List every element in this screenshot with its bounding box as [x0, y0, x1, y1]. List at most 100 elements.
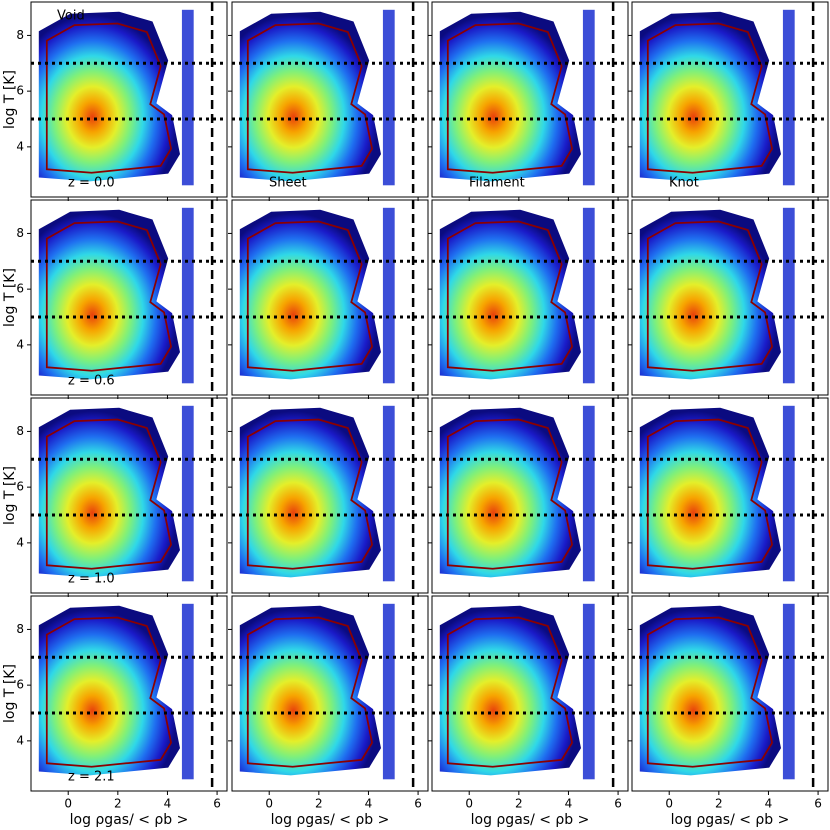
density-contour — [246, 22, 373, 174]
panel-frame — [631, 199, 829, 396]
panel — [228, 397, 429, 597]
y-tick-label: 6 — [16, 282, 24, 296]
density-map — [239, 407, 381, 578]
panel-frame — [231, 1, 429, 198]
y-tick-label: 6 — [16, 678, 24, 692]
density-contour — [45, 220, 172, 372]
panel-annotation: Sheet — [269, 176, 307, 191]
density-map — [239, 209, 381, 380]
y-tick-label: 4 — [16, 535, 24, 549]
density-stripe — [782, 603, 795, 780]
density-map — [639, 605, 781, 776]
density-contour — [446, 616, 573, 768]
y-tick-label: 8 — [16, 28, 24, 42]
density-map — [639, 11, 781, 182]
panel: 4 6 8 z = 0.6 log T [K] — [2, 199, 228, 399]
x-axis-label: log ρgas/ < ρb > — [671, 812, 790, 828]
density-stripe — [382, 405, 395, 582]
panel: Knot — [628, 1, 829, 201]
density-stripe — [382, 603, 395, 780]
density-stripe — [782, 207, 795, 384]
panel: 0 2 4 6 log ρgas/ < ρb > — [428, 595, 629, 828]
density-map — [38, 209, 180, 380]
density-stripe — [782, 405, 795, 582]
y-axis-label: log T [K] — [2, 466, 18, 525]
panel: 0 2 4 6 log ρgas/ < ρb > — [628, 595, 829, 828]
x-tick-label: 2 — [715, 797, 723, 811]
panel: 4 6 8 z = 1.0 log T [K] — [2, 397, 228, 597]
density-map — [439, 407, 581, 578]
density-stripe — [181, 9, 194, 186]
panel-annotation: z = 1.0 — [68, 572, 115, 587]
density-stripe — [382, 207, 395, 384]
panel-annotation: Knot — [669, 176, 699, 191]
density-map — [38, 407, 180, 578]
x-tick-label: 6 — [213, 797, 221, 811]
density-contour — [45, 616, 172, 768]
density-stripe — [782, 9, 795, 186]
y-axis-label: log T [K] — [2, 268, 18, 327]
panel — [628, 397, 829, 597]
panel — [228, 199, 429, 399]
panel-frame — [30, 595, 228, 792]
panel: 4 6 8 Void z = 0.0 log T [K] — [2, 1, 228, 201]
x-tick-label: 0 — [665, 797, 673, 811]
x-tick-label: 4 — [565, 797, 573, 811]
density-stripe — [582, 207, 595, 384]
x-tick-label: 4 — [164, 797, 172, 811]
panel: 0 2 4 6 4 6 8 z = 2.1 log T [K] log ρgas/ < ρb > — [2, 595, 228, 828]
y-tick-label: 6 — [16, 84, 24, 98]
panel-annotation: Filament — [469, 176, 525, 191]
panel — [428, 397, 629, 597]
density-contour — [646, 616, 773, 768]
x-tick-label: 2 — [515, 797, 523, 811]
x-tick-label: 4 — [765, 797, 773, 811]
x-tick-label: 0 — [265, 797, 273, 811]
density-map — [239, 11, 381, 182]
density-stripe — [582, 9, 595, 186]
panel-frame — [431, 199, 629, 396]
density-map — [38, 605, 180, 776]
x-tick-label: 4 — [365, 797, 373, 811]
x-tick-label: 6 — [814, 797, 822, 811]
panel: Filament — [428, 1, 629, 201]
density-stripe — [582, 405, 595, 582]
panel — [428, 199, 629, 399]
panel-frame — [231, 595, 429, 792]
x-axis-label: log ρgas/ < ρb > — [70, 812, 189, 828]
y-tick-label: 8 — [16, 226, 24, 240]
density-map — [38, 11, 180, 182]
density-stripe — [582, 603, 595, 780]
panel-frame — [631, 595, 829, 792]
panel-frame — [631, 1, 829, 198]
panel-frame — [631, 397, 829, 594]
y-axis-label: log T [K] — [2, 70, 18, 129]
y-tick-label: 8 — [16, 622, 24, 636]
density-map — [639, 209, 781, 380]
x-axis-label: log ρgas/ < ρb > — [271, 812, 390, 828]
panel-frame — [231, 199, 429, 396]
density-contour — [246, 616, 373, 768]
density-contour — [45, 418, 172, 570]
x-tick-label: 6 — [614, 797, 622, 811]
panel-frame — [431, 397, 629, 594]
density-contour — [246, 220, 373, 372]
density-contour — [246, 418, 373, 570]
x-axis-label: log ρgas/ < ρb > — [471, 812, 590, 828]
panel — [628, 199, 829, 399]
x-tick-label: 0 — [465, 797, 473, 811]
density-map — [239, 605, 381, 776]
panel-frame — [30, 199, 228, 396]
panel-frame — [30, 397, 228, 594]
y-tick-label: 6 — [16, 480, 24, 494]
y-tick-label: 8 — [16, 424, 24, 438]
y-axis-label: log T [K] — [2, 664, 18, 723]
density-stripe — [181, 405, 194, 582]
y-tick-label: 4 — [16, 139, 24, 153]
density-contour — [45, 22, 172, 174]
density-contour — [646, 418, 773, 570]
density-map — [439, 605, 581, 776]
density-stripe — [181, 603, 194, 780]
x-tick-label: 2 — [315, 797, 323, 811]
